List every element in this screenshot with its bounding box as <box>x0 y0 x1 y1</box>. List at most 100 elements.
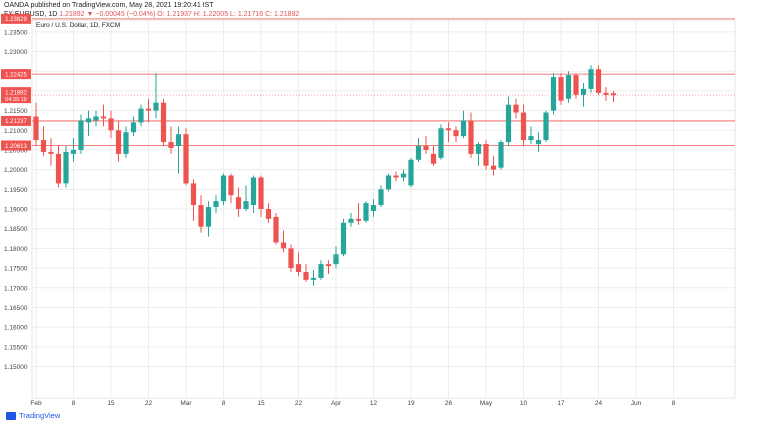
candle-body <box>468 120 474 154</box>
x-tick-label: 10 <box>520 400 528 407</box>
candle-body <box>603 92 609 95</box>
candle-body <box>33 116 39 141</box>
candle-body <box>190 183 197 206</box>
candle-body <box>423 146 429 150</box>
candle-body <box>235 197 242 209</box>
y-tick-label: 1.17500 <box>4 266 28 273</box>
candle-body <box>310 277 317 280</box>
x-tick-label: 17 <box>557 400 565 407</box>
candle-body <box>460 120 467 137</box>
candle-body <box>303 272 309 280</box>
tradingview-logo: TradingView <box>6 411 60 420</box>
candle-body <box>550 77 557 111</box>
candle-body <box>513 104 519 113</box>
y-tick-label: 1.21500 <box>4 108 28 115</box>
x-tick-label: 24 <box>595 400 603 407</box>
candle-body <box>355 218 362 221</box>
price-tag-value: 1.21892 <box>5 91 27 97</box>
ohlc-values: O: 1.21937 H: 1.22005 L: 1.21716 C: 1.21… <box>157 11 300 18</box>
x-tick-label: 8 <box>672 400 676 407</box>
candle-body <box>385 175 392 190</box>
candle-body <box>438 128 444 158</box>
price-tag <box>1 87 31 104</box>
candle-body <box>573 75 579 95</box>
level-tag <box>1 13 31 24</box>
candle-body <box>475 144 482 154</box>
candle-body <box>370 205 377 211</box>
candle-body <box>280 242 287 249</box>
candle-body <box>295 264 302 272</box>
x-tick-label: 22 <box>295 400 303 407</box>
level-label: 1.20613 <box>5 144 27 150</box>
y-tick-label: 1.23500 <box>4 29 28 36</box>
x-tick-label: 19 <box>407 400 415 407</box>
candle-body <box>85 118 92 123</box>
candle-body <box>228 175 234 196</box>
candle-body <box>528 136 534 141</box>
candle-body <box>70 149 77 154</box>
candle-body <box>378 189 384 206</box>
candle-body <box>408 159 414 186</box>
y-tick-label: 1.16500 <box>4 305 28 312</box>
candle-body <box>340 222 347 255</box>
candle-body <box>220 175 227 202</box>
candle-body <box>498 142 504 168</box>
candle-body <box>520 112 527 141</box>
x-tick-label: Feb <box>30 400 42 407</box>
x-tick-label: 22 <box>145 400 153 407</box>
level-label: 1.23829 <box>5 17 27 23</box>
candle-body <box>250 177 257 206</box>
x-tick-label: Jun <box>631 400 642 407</box>
y-tick-label: 1.15500 <box>4 344 28 351</box>
x-tick-label: 8 <box>72 400 76 407</box>
candle-body <box>580 88 587 95</box>
y-tick-label: 1.15000 <box>4 364 28 371</box>
candle-body <box>160 102 167 143</box>
candle-body <box>610 93 617 96</box>
candle-body <box>400 173 407 178</box>
candle-body <box>153 102 159 111</box>
candle-body <box>258 177 264 209</box>
y-tick-label: 1.21000 <box>4 128 28 135</box>
candle-body <box>565 75 572 99</box>
candle-body <box>535 140 542 145</box>
x-tick-label: 12 <box>370 400 378 407</box>
candle-body <box>198 205 204 227</box>
candle-body <box>273 216 279 243</box>
candle-body <box>100 116 107 119</box>
y-tick-label: 1.18500 <box>4 226 28 233</box>
candle-body <box>123 132 129 154</box>
candle-body <box>243 201 249 209</box>
y-tick-label: 1.19500 <box>4 187 28 194</box>
candle-body <box>48 151 54 154</box>
price-change: 1.21892 ▼ −0.00045 (−0.04%) <box>59 11 156 18</box>
candle-body <box>490 165 497 170</box>
candle-body <box>415 146 422 160</box>
candle-body <box>78 120 84 150</box>
candle-body <box>393 175 399 178</box>
candle-body <box>205 207 212 227</box>
candle-body <box>595 69 602 93</box>
candle-body <box>213 201 219 208</box>
candle-body <box>288 248 294 269</box>
y-tick-label: 1.19000 <box>4 207 28 214</box>
candle-body <box>430 153 437 164</box>
x-tick-label: 15 <box>107 400 115 407</box>
x-tick-label: May <box>480 400 493 407</box>
candle-body <box>168 142 174 148</box>
level-label: 1.21237 <box>5 119 27 125</box>
candle-body <box>453 130 459 137</box>
candle-body <box>175 134 182 146</box>
chart-title: Euro / U.S. Dollar, 1D, FXCM <box>36 22 120 29</box>
level-tag <box>1 69 31 80</box>
candle-body <box>130 122 137 133</box>
y-tick-label: 1.18000 <box>4 246 28 253</box>
level-tag <box>1 115 31 126</box>
candle-body <box>318 264 324 278</box>
candle-body <box>55 153 62 184</box>
candle-body <box>363 203 369 221</box>
x-tick-label: 15 <box>257 400 265 407</box>
candle-body <box>325 264 332 267</box>
y-tick-label: 1.23000 <box>4 49 28 56</box>
